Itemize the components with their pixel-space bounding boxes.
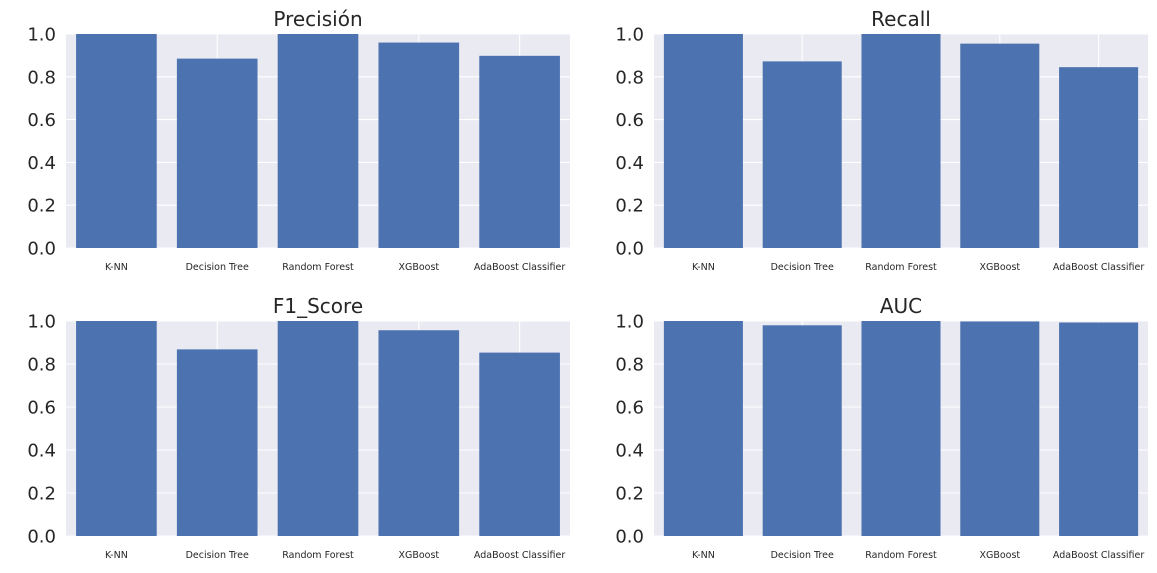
x-tick-label: Decision Tree bbox=[186, 550, 249, 561]
x-tick-label: K-NN bbox=[692, 262, 715, 273]
bar-k-nn bbox=[663, 321, 743, 536]
x-tick-label: Random Forest bbox=[865, 550, 937, 561]
y-tick-label: 0.8 bbox=[27, 355, 56, 376]
y-tick-label: 0.6 bbox=[27, 398, 56, 419]
y-tick-label: 0.4 bbox=[27, 441, 56, 462]
chart-title: Precisión bbox=[273, 7, 362, 31]
x-tick-label: XGBoost bbox=[979, 262, 1020, 273]
x-tick-label: XGBoost bbox=[398, 550, 439, 561]
bar-random-forest bbox=[861, 321, 941, 536]
bar-k-nn bbox=[76, 321, 157, 536]
x-tick-label: K-NN bbox=[105, 550, 128, 561]
bar-adaboost-classifier bbox=[1059, 322, 1139, 536]
y-tick-label: 0.0 bbox=[615, 527, 644, 548]
x-tick-label: Random Forest bbox=[282, 550, 354, 561]
y-tick-label: 0.2 bbox=[27, 196, 56, 217]
bar-decision-tree bbox=[762, 61, 842, 248]
bar-decision-tree bbox=[176, 349, 258, 536]
x-tick-label: Random Forest bbox=[865, 262, 937, 273]
y-tick-label: 0.4 bbox=[615, 441, 644, 462]
y-tick-label: 1.0 bbox=[615, 312, 644, 333]
x-tick-label: K-NN bbox=[105, 262, 128, 273]
y-tick-label: 0.2 bbox=[615, 484, 644, 505]
y-tick-label: 0.6 bbox=[615, 398, 644, 419]
subplot-2: 0.0 0.2 0.4 0.6 0.8 1.0 K-NN Decision Tree Rando… bbox=[27, 294, 570, 561]
y-tick-label: 0.0 bbox=[615, 239, 644, 260]
bar-k-nn bbox=[76, 34, 157, 248]
bar-decision-tree bbox=[762, 325, 842, 536]
y-tick-label: 0.6 bbox=[27, 110, 56, 131]
bar-xgboost bbox=[378, 330, 460, 536]
chart-title: Recall bbox=[871, 7, 931, 31]
x-tick-label: Decision Tree bbox=[771, 550, 834, 561]
bar-xgboost bbox=[960, 43, 1040, 248]
y-tick-label: 1.0 bbox=[27, 25, 56, 46]
bar-k-nn bbox=[663, 34, 743, 248]
bar-decision-tree bbox=[176, 58, 258, 248]
x-tick-label: AdaBoost Classifier bbox=[1053, 262, 1144, 273]
bar-xgboost bbox=[960, 321, 1040, 536]
x-tick-label: K-NN bbox=[692, 550, 715, 561]
y-tick-label: 0.8 bbox=[615, 355, 644, 376]
y-tick-label: 1.0 bbox=[27, 312, 56, 333]
x-tick-label: Decision Tree bbox=[186, 262, 249, 273]
y-tick-label: 0.8 bbox=[27, 67, 56, 88]
bar-xgboost bbox=[378, 42, 460, 249]
y-tick-label: 0.0 bbox=[27, 527, 56, 548]
x-tick-label: AdaBoost Classifier bbox=[474, 550, 565, 561]
bar-adaboost-classifier bbox=[479, 55, 560, 248]
y-tick-label: 1.0 bbox=[615, 25, 644, 46]
x-tick-label: XGBoost bbox=[398, 262, 439, 273]
y-tick-label: 0.8 bbox=[615, 67, 644, 88]
y-tick-label: 0.0 bbox=[27, 239, 56, 260]
x-tick-label: Random Forest bbox=[282, 262, 354, 273]
y-tick-label: 0.6 bbox=[615, 110, 644, 131]
bar-random-forest bbox=[277, 34, 359, 248]
y-tick-label: 0.4 bbox=[615, 153, 644, 174]
subplot-0: 0.0 0.2 0.4 0.6 0.8 1.0 K-NN Decision Tree Rando… bbox=[27, 7, 570, 273]
chart-title: AUC bbox=[880, 294, 922, 318]
bar-random-forest bbox=[277, 321, 359, 536]
bar-adaboost-classifier bbox=[1059, 67, 1139, 248]
x-tick-label: Decision Tree bbox=[771, 262, 834, 273]
subplot-3: 0.0 0.2 0.4 0.6 0.8 1.0 K-NN Decision Tree Rando… bbox=[615, 294, 1148, 561]
bar-adaboost-classifier bbox=[479, 352, 560, 536]
y-tick-label: 0.4 bbox=[27, 153, 56, 174]
bar-random-forest bbox=[861, 34, 941, 248]
y-tick-label: 0.2 bbox=[27, 484, 56, 505]
x-tick-label: AdaBoost Classifier bbox=[1053, 550, 1144, 561]
chart-title: F1_Score bbox=[273, 294, 363, 318]
y-tick-label: 0.2 bbox=[615, 196, 644, 217]
subplot-1: 0.0 0.2 0.4 0.6 0.8 1.0 K-NN Decision Tree Rando… bbox=[615, 7, 1148, 273]
x-tick-label: AdaBoost Classifier bbox=[474, 262, 565, 273]
x-tick-label: XGBoost bbox=[979, 550, 1020, 561]
